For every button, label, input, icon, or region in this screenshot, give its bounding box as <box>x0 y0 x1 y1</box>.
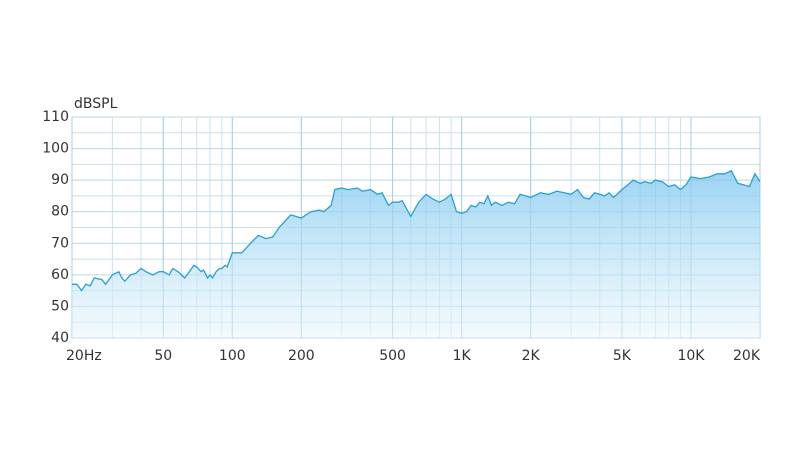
y-tick-label: 80 <box>51 204 69 220</box>
y-tick-label: 60 <box>51 267 69 283</box>
x-tick-label: 50 <box>154 348 172 364</box>
x-tick-label: 200 <box>288 348 315 364</box>
x-tick-label: 2K <box>522 348 541 364</box>
y-tick-label: 70 <box>51 235 69 251</box>
x-tick-label: 100 <box>219 348 246 364</box>
x-tick-label: 10K <box>677 348 705 364</box>
y-tick-label: 90 <box>51 172 69 188</box>
area <box>72 170 760 338</box>
x-tick-label: 20Hz <box>66 348 102 364</box>
line <box>72 169 761 292</box>
x-tick-label: 1K <box>453 348 472 364</box>
x-tick-label: 5K <box>613 348 632 364</box>
y-tick-label: 100 <box>42 141 69 157</box>
y-tick-label: 110 <box>42 109 69 125</box>
x-tick-label: 20K <box>733 348 761 364</box>
y-axis-label: dBSPL <box>74 96 118 112</box>
y-tick-label: 40 <box>51 330 69 346</box>
x-tick-label: 500 <box>379 348 406 364</box>
y-tick-label: 50 <box>51 298 69 314</box>
